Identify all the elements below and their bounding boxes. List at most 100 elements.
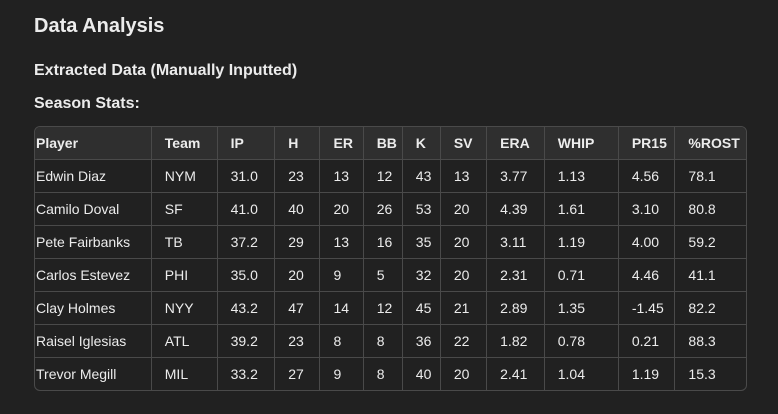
table-row: Trevor Megill MIL 33.2 27 9 8 40 20 2.41 1.04 1.19…: [35, 357, 746, 390]
season-stats-table: Player Team IP H ER BB K SV ERA WHIP PR15 %ROST Edw…: [35, 127, 746, 390]
table-cell: Raisel Iglesias: [35, 324, 152, 358]
table-cell: 41.0: [217, 192, 276, 226]
table-cell: 32: [402, 258, 441, 292]
table-cell: 88.3: [674, 324, 746, 358]
table-cell: 82.2: [674, 291, 746, 325]
table-cell: SF: [151, 192, 218, 226]
table-cell: 33.2: [217, 357, 276, 390]
table-cell: PHI: [151, 258, 218, 292]
column-header: SV: [440, 127, 488, 160]
table-cell: 16: [363, 225, 403, 259]
table-cell: TB: [151, 225, 218, 259]
table-cell: 0.71: [544, 258, 619, 292]
table-cell: NYM: [151, 159, 218, 193]
table-cell: 40: [274, 192, 321, 226]
column-header: %ROST: [674, 127, 746, 160]
table-cell: 3.10: [618, 192, 676, 226]
column-header: Team: [151, 127, 218, 160]
table-cell: 2.41: [486, 357, 545, 390]
table-caption: Season Stats:: [34, 95, 140, 112]
table-cell: Carlos Estevez: [35, 258, 152, 292]
table-cell: 8: [363, 324, 403, 358]
table-cell: ATL: [151, 324, 218, 358]
column-header: PR15: [618, 127, 676, 160]
table-cell: 2.89: [486, 291, 545, 325]
column-header: BB: [363, 127, 403, 160]
table-cell: 8: [363, 357, 403, 390]
table-cell: 20: [440, 225, 488, 259]
table-cell: Pete Fairbanks: [35, 225, 152, 259]
table-cell: 53: [402, 192, 441, 226]
column-header: IP: [217, 127, 276, 160]
table-cell: 9: [319, 258, 364, 292]
table-cell: 12: [363, 291, 403, 325]
table-cell: MIL: [151, 357, 218, 390]
table-cell: 1.61: [544, 192, 619, 226]
table-row: Camilo Doval SF 41.0 40 20 26 53 20 4.39 1.61 3.10…: [35, 192, 746, 226]
table-cell: 43.2: [217, 291, 276, 325]
table-cell: 40: [402, 357, 441, 390]
table-cell: Trevor Megill: [35, 357, 152, 390]
table-cell: 13: [440, 159, 488, 193]
table-cell: 1.35: [544, 291, 619, 325]
table-cell: 1.04: [544, 357, 619, 390]
table-cell: 20: [274, 258, 321, 292]
column-header: Player: [35, 127, 152, 160]
table-cell: 21: [440, 291, 488, 325]
table-cell: 1.19: [618, 357, 676, 390]
table-cell: 35.0: [217, 258, 276, 292]
table-cell: 2.31: [486, 258, 545, 292]
table-cell: 15.3: [688, 366, 716, 382]
table-cell: 3.77: [486, 159, 545, 193]
table-row: Carlos Estevez PHI 35.0 20 9 5 32 20 2.31 0.71 4.4…: [35, 258, 746, 292]
table-cell: 41.1: [674, 258, 746, 292]
table-cell: 23: [274, 159, 321, 193]
table-cell: 12: [363, 159, 403, 193]
stats-table-container: Player Team IP H ER BB K SV ERA WHIP PR15 %ROST Edw…: [34, 126, 747, 391]
section-subheading: Extracted Data (Manually Inputted): [34, 62, 298, 79]
table-cell: 26: [363, 192, 403, 226]
table-cell: 1.82: [486, 324, 545, 358]
column-header: ER: [319, 127, 364, 160]
table-cell: 39.2: [217, 324, 276, 358]
column-header: ERA: [486, 127, 545, 160]
table-cell: NYY: [151, 291, 218, 325]
table-cell: 20: [319, 192, 364, 226]
table-cell: 37.2: [217, 225, 276, 259]
table-cell: 78.1: [674, 159, 746, 193]
column-header: WHIP: [544, 127, 619, 160]
page-title: Data Analysis: [34, 15, 165, 37]
table-cell: 45: [402, 291, 441, 325]
table-cell: 3.11: [486, 225, 545, 259]
table-cell: 43: [402, 159, 441, 193]
table-cell: 27: [274, 357, 321, 390]
table-cell: Clay Holmes: [35, 291, 152, 325]
table-cell: 36: [402, 324, 441, 358]
table-cell: 8: [319, 324, 364, 358]
table-cell: Camilo Doval: [35, 192, 152, 226]
table-row: Raisel Iglesias ATL 39.2 23 8 8 36 22 1.82 0.78 0.…: [35, 324, 746, 358]
table-cell: 59.2: [674, 225, 746, 259]
table-row: Pete Fairbanks TB 37.2 29 13 16 35 20 3.11 1.19 4.…: [35, 225, 746, 259]
table-cell: 9: [319, 357, 364, 390]
table-cell: Edwin Diaz: [35, 159, 152, 193]
table-cell: 31.0: [217, 159, 276, 193]
table-cell: 13: [319, 159, 364, 193]
table-cell: 35: [402, 225, 441, 259]
table-cell: 1.19: [544, 225, 619, 259]
table-cell: 23: [274, 324, 321, 358]
table-cell: 0.78: [544, 324, 619, 358]
table-cell: 20: [440, 357, 488, 390]
table-row: Clay Holmes NYY 43.2 47 14 12 45 21 2.89 1.35 -1.4…: [35, 291, 746, 325]
table-header-row: Player Team IP H ER BB K SV ERA WHIP PR15 %ROST: [35, 127, 746, 160]
table-cell: 29: [274, 225, 321, 259]
table-cell: 4.00: [618, 225, 676, 259]
table-cell: 4.39: [486, 192, 545, 226]
table-cell: 0.21: [618, 324, 676, 358]
table-cell: 80.8: [674, 192, 746, 226]
table-cell: 13: [319, 225, 364, 259]
table-cell: 22: [440, 324, 488, 358]
table-cell: 1.13: [544, 159, 619, 193]
table-cell: 14: [319, 291, 364, 325]
table-cell: 4.56: [618, 159, 676, 193]
